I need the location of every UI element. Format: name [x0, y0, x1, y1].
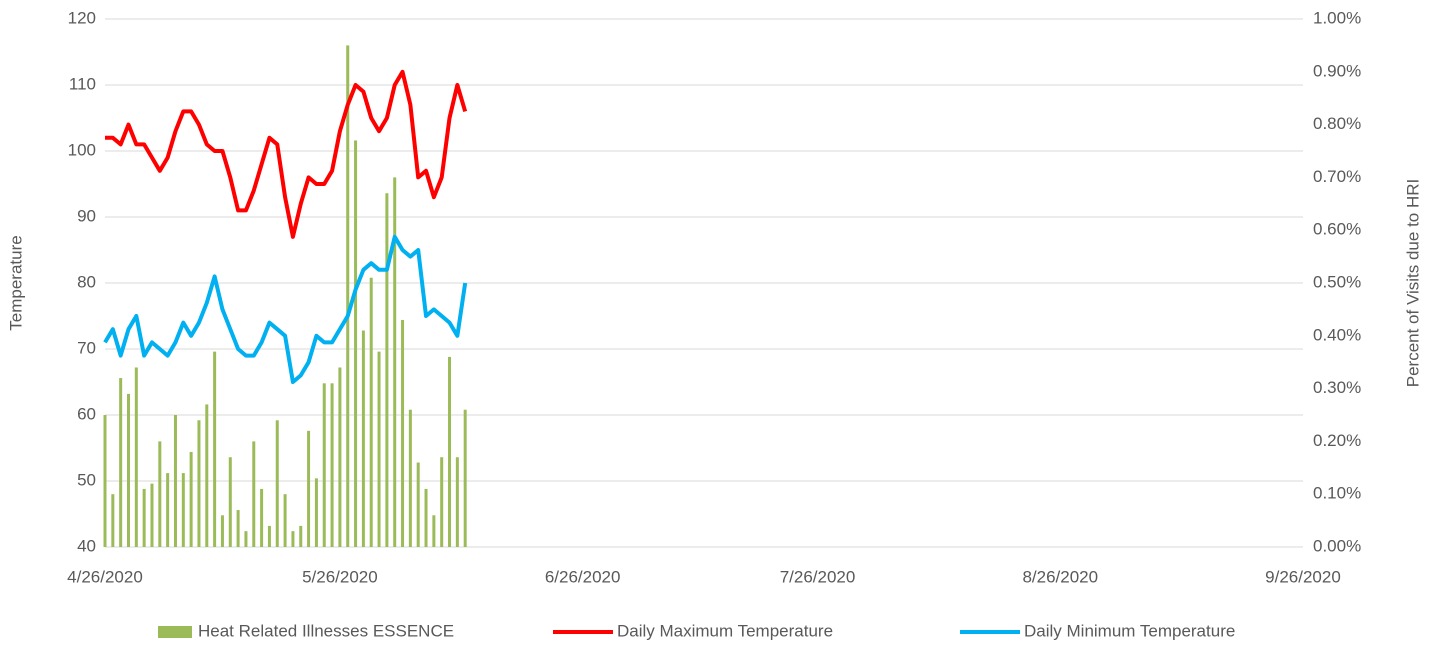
bar [432, 515, 436, 547]
legend-label: Heat Related Illnesses ESSENCE [198, 621, 454, 640]
bar [448, 356, 452, 547]
line [105, 69, 468, 239]
bar [385, 193, 389, 548]
bar [369, 277, 373, 547]
bar [401, 319, 405, 547]
bar [103, 415, 107, 547]
y2-tick-label: 0.00% [1313, 536, 1361, 555]
bar [220, 515, 224, 547]
bar [463, 409, 467, 547]
legend-label: Daily Minimum Temperature [1024, 621, 1235, 640]
bar [126, 393, 130, 547]
y2-tick-label: 0.50% [1313, 272, 1361, 291]
y2-tick-label: 0.70% [1313, 167, 1361, 186]
bar [236, 510, 240, 547]
y2-tick-label: 0.40% [1313, 325, 1361, 344]
x-tick-label: 9/26/2020 [1265, 567, 1341, 586]
legend-swatch [158, 626, 192, 638]
legend-label: Daily Maximum Temperature [617, 621, 833, 640]
bar [416, 462, 420, 547]
bar [338, 367, 342, 547]
bar [440, 457, 444, 547]
y-tick-label: 110 [69, 74, 96, 93]
y-tick-label: 120 [68, 8, 96, 27]
bar [228, 457, 232, 547]
y2-axis-title: Percent of Visits due to HRI [1403, 179, 1422, 388]
bar [213, 351, 217, 547]
y-tick-label: 70 [77, 338, 96, 357]
y-tick-label: 50 [77, 470, 96, 489]
bar [322, 383, 326, 547]
y-tick-label: 100 [68, 140, 96, 159]
x-tick-label: 8/26/2020 [1022, 567, 1098, 586]
y2-tick-label: 0.60% [1313, 220, 1361, 239]
bar [181, 473, 185, 547]
line [103, 234, 468, 384]
bar [158, 441, 162, 547]
bar [361, 330, 365, 547]
bar [173, 415, 177, 547]
x-tick-label: 4/26/2020 [67, 567, 143, 586]
y-tick-label: 60 [77, 404, 96, 423]
y2-tick-label: 0.10% [1313, 484, 1361, 503]
y-tick-label: 90 [77, 206, 96, 225]
y2-tick-label: 0.80% [1313, 114, 1361, 133]
y2-tick-label: 0.90% [1313, 61, 1361, 80]
bar [408, 409, 412, 547]
bar [377, 351, 381, 547]
y2-tick-label: 0.30% [1313, 378, 1361, 397]
bar [455, 457, 459, 547]
bar [346, 45, 350, 548]
bar [299, 525, 303, 547]
bar [330, 383, 334, 547]
y2-tick-label: 0.20% [1313, 431, 1361, 450]
bar [260, 488, 264, 547]
bar [150, 483, 154, 547]
bar [119, 378, 123, 547]
x-tick-label: 6/26/2020 [545, 567, 621, 586]
bar [291, 531, 295, 547]
bar [111, 494, 115, 547]
y2-tick-label: 1.00% [1313, 8, 1361, 27]
x-tick-label: 5/26/2020 [302, 567, 378, 586]
y-tick-label: 80 [77, 272, 96, 291]
bar [166, 473, 170, 547]
y-tick-label: 40 [77, 536, 96, 555]
bar [205, 404, 209, 547]
x-tick-label: 7/26/2020 [780, 567, 856, 586]
bar [314, 478, 318, 547]
bar [267, 525, 271, 547]
bar [283, 494, 287, 547]
bar [134, 367, 138, 547]
bar [252, 441, 256, 547]
y-axis-title: Temperature [6, 235, 25, 330]
bar [307, 430, 311, 547]
bar [197, 420, 201, 547]
bar [354, 140, 358, 547]
bar [393, 177, 397, 547]
bar [424, 488, 428, 547]
bar [142, 488, 146, 547]
bar [189, 451, 193, 547]
bar [244, 531, 248, 547]
bar [275, 420, 279, 547]
